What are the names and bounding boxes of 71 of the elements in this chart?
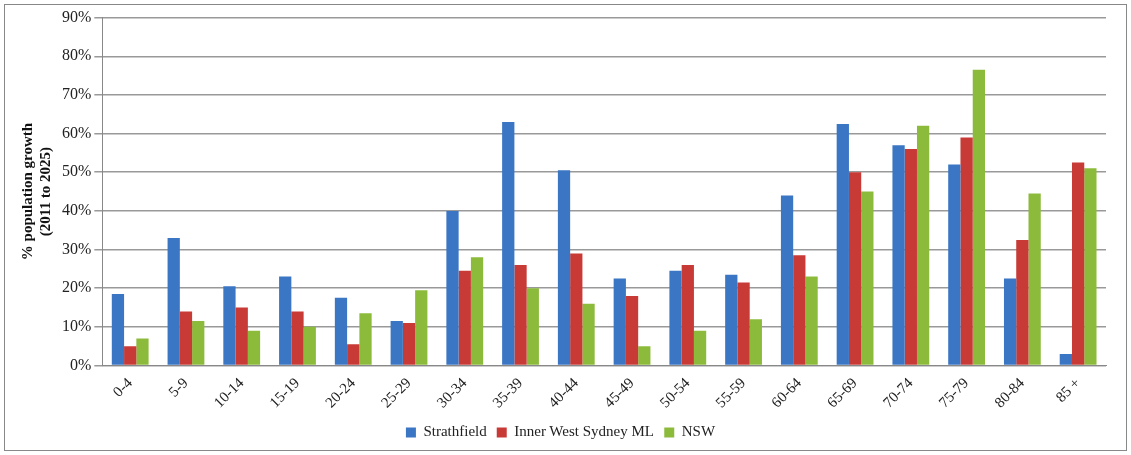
legend-label: Inner West Sydney ML [514,423,654,440]
bar [892,145,905,365]
bar [916,125,930,365]
bar [446,210,459,365]
bar [458,270,471,365]
bar [179,311,193,365]
bar [1016,239,1029,365]
bar [582,303,595,365]
y-tick-label: 70% [62,85,92,103]
bar [359,313,372,365]
bar [681,265,694,365]
bar [235,307,248,365]
bar [570,253,583,365]
bar [1003,278,1017,365]
y-tick-label: 10% [62,317,92,335]
bar [347,344,360,365]
bar [1071,162,1085,365]
bar [948,164,961,365]
bar [291,311,304,365]
bar [836,123,849,365]
bar [805,276,818,365]
bar [960,137,973,365]
bar [1084,168,1097,365]
y-tick-label: 40% [62,201,92,219]
y-tick-label: 20% [62,278,92,296]
y-tick-label: 30% [62,239,92,257]
y-tick-label: 50% [62,162,92,180]
bar [848,172,862,365]
bar [737,282,750,365]
bar [303,326,316,365]
bar [502,121,515,365]
bar [613,278,626,365]
y-tick-label: 60% [62,123,92,141]
bar [390,321,403,365]
bar [470,257,484,365]
bar [223,286,236,365]
y-axis-title: % population growth (2011 to 2025) [18,122,54,261]
bar [749,319,762,365]
bar [638,346,651,365]
bar [693,330,707,365]
bar [279,276,292,365]
bar [402,323,416,365]
x-tick-label: 0-4 [109,374,136,400]
x-tick-label: 85 + [1052,374,1084,406]
bar [526,288,539,365]
bar [669,270,682,365]
bar [793,255,806,365]
bar [1059,353,1072,365]
bar [415,290,428,365]
bar [972,69,985,365]
bar [557,170,571,365]
bar [247,330,261,365]
bar [904,149,917,365]
bar [1028,193,1041,365]
bar [514,265,527,365]
bar [780,195,794,365]
y-tick-label: 0% [70,355,92,373]
bar [861,191,874,365]
bar [136,338,149,365]
bar [625,295,639,365]
y-tick-label: 90% [62,7,92,25]
bar [167,237,180,365]
y-tick-label: 80% [62,46,92,64]
bar [192,321,205,365]
bar [334,297,348,365]
x-tick-label: 5-9 [165,374,191,400]
bar [124,346,137,365]
bar [725,274,738,365]
bar [111,294,125,365]
legend-label: NSW [681,423,716,440]
legend-label: Strathfield [423,423,488,440]
